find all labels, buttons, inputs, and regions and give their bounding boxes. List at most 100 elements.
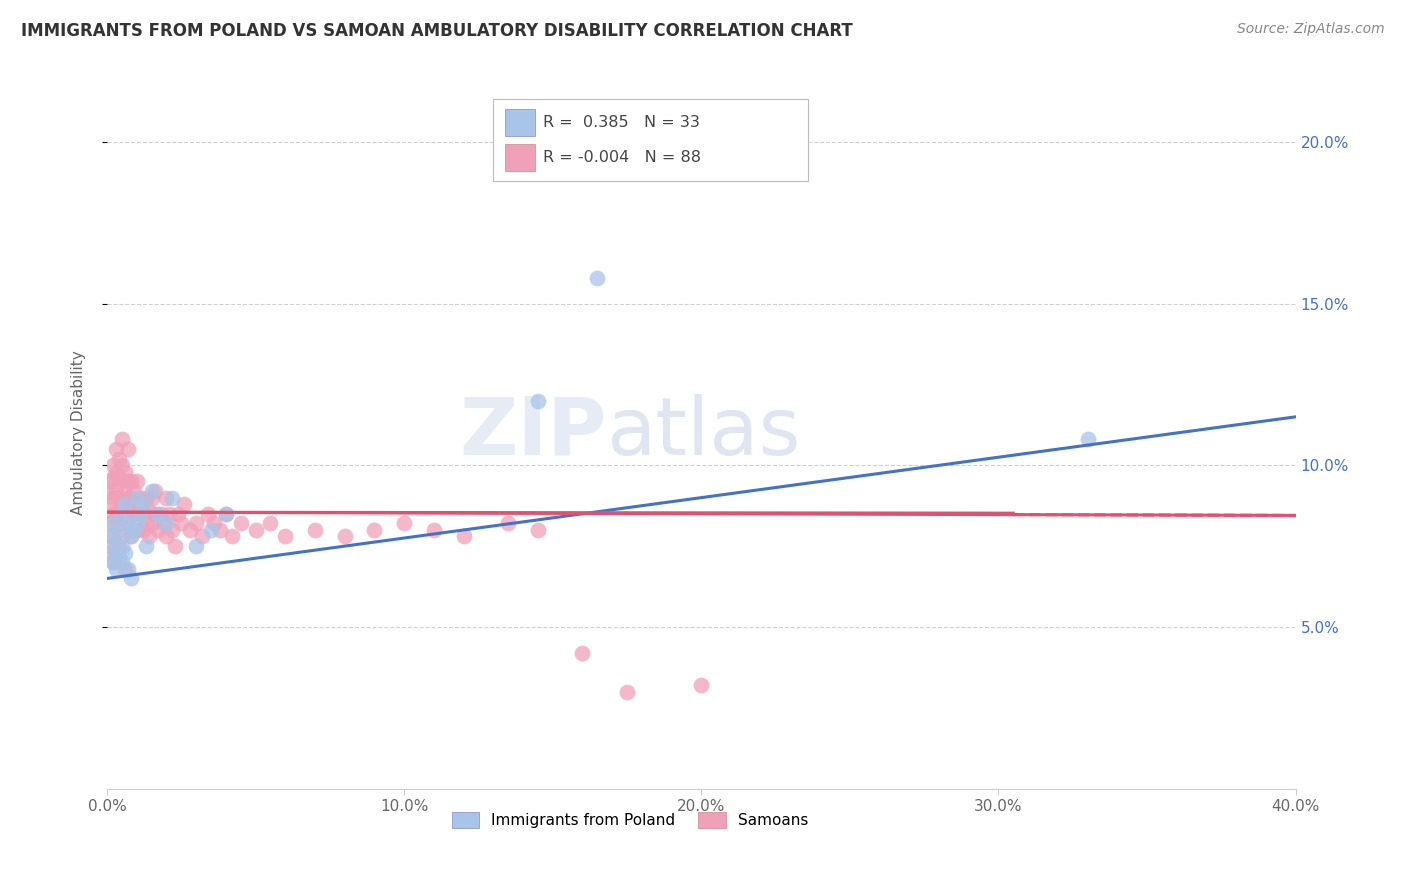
Point [167, 507, 190, 521]
Text: ZIP: ZIP [458, 394, 606, 472]
Point [1077, 433, 1099, 447]
Point [122, 484, 145, 499]
Point [170, 516, 193, 531]
Point [104, 562, 127, 576]
Point [111, 539, 134, 553]
Point [200, 523, 222, 537]
Point [229, 516, 252, 531]
FancyBboxPatch shape [505, 109, 534, 136]
Point [108, 539, 131, 553]
Point [128, 491, 150, 505]
Point [101, 491, 124, 505]
Point [128, 507, 150, 521]
Point [135, 539, 157, 553]
Point [141, 484, 163, 499]
Point [117, 475, 139, 489]
Point [496, 516, 519, 531]
Point [117, 442, 139, 457]
Point [132, 497, 155, 511]
Point [138, 529, 160, 543]
Point [159, 507, 181, 521]
Point [108, 451, 131, 466]
Point [141, 516, 163, 531]
Point [304, 523, 326, 537]
Point [111, 458, 134, 473]
Point [162, 491, 184, 505]
Legend: Immigrants from Poland, Samoans: Immigrants from Poland, Samoans [446, 806, 814, 834]
Point [114, 465, 136, 479]
Point [141, 491, 163, 505]
Point [333, 529, 356, 543]
Point [125, 497, 148, 511]
Point [132, 497, 155, 511]
Point [363, 523, 385, 537]
Point [108, 523, 131, 537]
Point [155, 516, 177, 531]
Point [108, 516, 131, 531]
Point [527, 523, 550, 537]
Point [135, 491, 157, 505]
Point [98, 516, 121, 531]
Point [143, 507, 166, 521]
Point [114, 507, 136, 521]
FancyBboxPatch shape [505, 144, 534, 170]
Point [120, 529, 142, 543]
Point [208, 523, 231, 537]
Text: IMMIGRANTS FROM POLAND VS SAMOAN AMBULATORY DISABILITY CORRELATION CHART: IMMIGRANTS FROM POLAND VS SAMOAN AMBULAT… [21, 22, 853, 40]
Point [245, 523, 267, 537]
Point [616, 684, 638, 698]
Point [117, 491, 139, 505]
Text: Source: ZipAtlas.com: Source: ZipAtlas.com [1237, 22, 1385, 37]
Point [143, 484, 166, 499]
Point [117, 562, 139, 576]
Point [215, 507, 238, 521]
Point [108, 471, 131, 485]
Point [202, 516, 225, 531]
Point [423, 523, 446, 537]
Point [104, 442, 127, 457]
Point [108, 549, 131, 563]
Point [155, 491, 177, 505]
Point [111, 475, 134, 489]
Point [104, 536, 127, 550]
Point [114, 562, 136, 576]
Point [586, 270, 609, 285]
Point [221, 529, 243, 543]
Point [152, 516, 174, 531]
Point [98, 497, 121, 511]
Point [98, 545, 121, 559]
Point [98, 475, 121, 489]
Point [111, 507, 134, 521]
Point [162, 523, 184, 537]
Point [571, 646, 593, 660]
Point [104, 507, 127, 521]
Point [104, 465, 127, 479]
Point [117, 516, 139, 531]
Point [125, 516, 148, 531]
Point [108, 491, 131, 505]
FancyBboxPatch shape [494, 99, 808, 180]
Point [173, 497, 195, 511]
Point [690, 678, 713, 692]
Point [186, 516, 208, 531]
Point [111, 433, 134, 447]
Point [197, 507, 219, 521]
Point [120, 571, 142, 585]
Point [259, 516, 281, 531]
Point [114, 484, 136, 499]
Point [215, 507, 238, 521]
Point [122, 507, 145, 521]
Point [453, 529, 475, 543]
Text: R = -0.004   N = 88: R = -0.004 N = 88 [543, 150, 702, 165]
Point [149, 507, 172, 521]
Point [111, 529, 134, 543]
Point [527, 393, 550, 408]
Point [155, 529, 177, 543]
Point [101, 471, 124, 485]
Point [98, 484, 121, 499]
Point [98, 539, 121, 553]
Point [132, 523, 155, 537]
Point [101, 555, 124, 569]
Y-axis label: Ambulatory Disability: Ambulatory Disability [72, 351, 86, 516]
Point [101, 555, 124, 569]
